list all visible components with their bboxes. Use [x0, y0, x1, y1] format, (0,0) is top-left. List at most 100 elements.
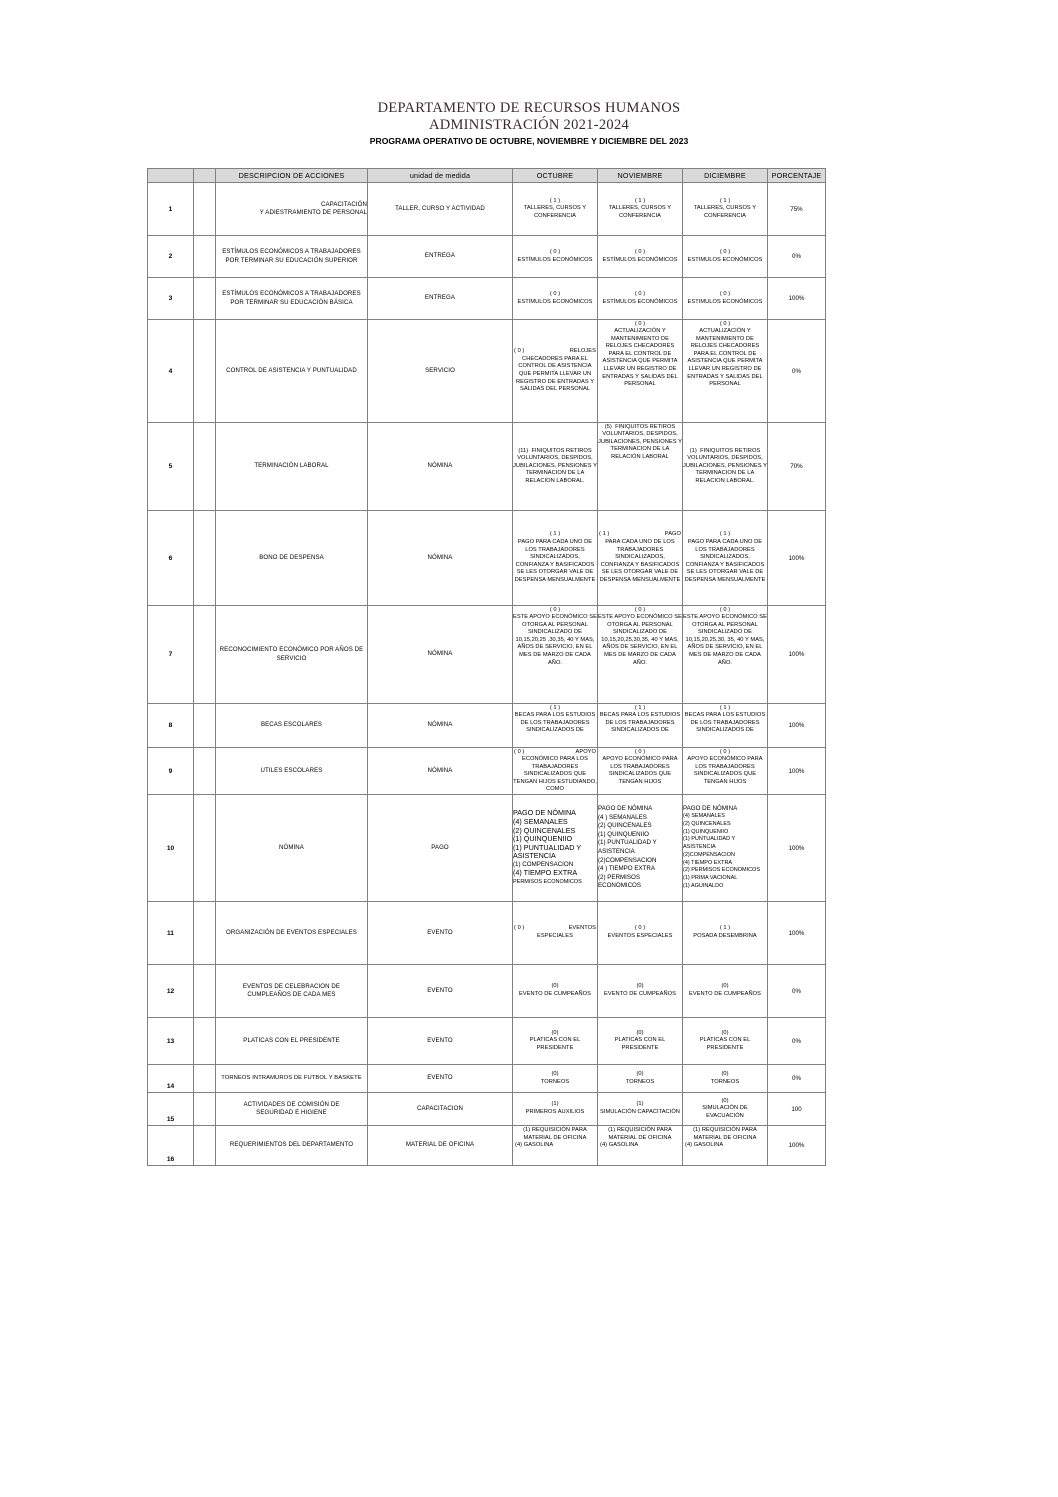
row-unidad: NÓMINA [367, 703, 513, 748]
row-gap [193, 422, 216, 511]
row-descripcion: ORGANIZACIÓN DE EVENTOS ESPECIALES [215, 901, 368, 965]
row-porcentaje: 100% [767, 747, 826, 795]
header-unidad-medida: unidad de medida [367, 168, 513, 183]
row-diciembre: ( 0 ) ACTUALIZACIÓN Y MANTENIMIENTO DE RE… [682, 319, 768, 423]
row-descripcion: CONTROL DE ASISTENCIA Y PUNTUALIDAD [215, 319, 368, 423]
table-body: 1 CAPACITACIÓN Y ADIESTRAMIENTO DE PERSON… [147, 182, 826, 1166]
row-unidad: EVENTO [367, 1064, 513, 1093]
row-descripcion: PLATICAS CON EL PRESIDENTE [215, 1017, 368, 1065]
row-noviembre: ( 0 ) EVENTOS ESPECIALES [597, 901, 683, 965]
row-descripcion: RECONOCIMIENTO ECONÓMICO POR AÑOS DE SER… [215, 605, 368, 704]
row-gap [193, 1125, 216, 1166]
row-diciembre: ( 1 ) PAGO PARA CADA UNO DE LOS TRABAJADO… [682, 510, 768, 606]
table-row: 3 ESTÍMULOS ECONÓMICOS A TRABAJADORES PO… [147, 277, 826, 320]
row-number: 2 [147, 235, 194, 278]
row-diciembre: ( 1 ) TALLERES, CURSOS Y CONFERENCIA [682, 182, 768, 236]
table-row: 12 EVENTOS DE CELEBRACION DE CUMPLEAÑOS D… [147, 964, 826, 1018]
row-diciembre: ( 1 ) BECAS PARA LOS ESTUDIOS DE LOS TRAB… [682, 703, 768, 748]
row-porcentaje: 100% [767, 605, 826, 704]
row-gap [193, 964, 216, 1018]
row-noviembre: ( 0 ) ESTE APOYO ECONÓMICO SE OTORGA AL P… [597, 605, 683, 704]
row-unidad: NÓMINA [367, 510, 513, 606]
row-gap [193, 182, 216, 236]
row-diciembre: ( 0 ) ESTE APOYO ECONÓMICO SE OTORGA AL P… [682, 605, 768, 704]
row-descripcion: BONO DE DESPENSA [215, 510, 368, 606]
row-number: 9 [147, 747, 194, 795]
row-porcentaje: 0% [767, 1017, 826, 1065]
row-unidad: NÓMINA [367, 605, 513, 704]
row-porcentaje: 0% [767, 964, 826, 1018]
row-noviembre: (1) SIMULACIÓN CAPACITACIÓN [597, 1092, 683, 1126]
row-unidad: EVENTO [367, 964, 513, 1018]
row-octubre: (0) TORNEOS [512, 1064, 598, 1093]
row-octubre: ( 0 ) RELOJES CHECADORES PARA EL CONTROL… [512, 319, 598, 423]
row-unidad: NÓMINA [367, 422, 513, 511]
header-porcentaje: PORCENTAJE [767, 168, 826, 183]
row-number: 16 [147, 1125, 194, 1166]
table-row: 11 ORGANIZACIÓN DE EVENTOS ESPECIALES EV… [147, 901, 826, 965]
header-noviembre: NOVIEMBRE [597, 168, 683, 183]
row-octubre: ( 1 ) BECAS PARA LOS ESTUDIOS DE LOS TRAB… [512, 703, 598, 748]
row-diciembre: (0) SIMULACIÓN DE EVACUACIÓN [682, 1092, 768, 1126]
row-diciembre: (0) EVENTO DE CUMPEAÑOS [682, 964, 768, 1018]
row-gap [193, 605, 216, 704]
program-subtitle: PROGRAMA OPERATIVO DE OCTUBRE, NOVIEMBRE… [369, 136, 689, 146]
row-noviembre: ( 0 ) APOYO ECONÓMICO PARA LOS TRABAJADOR… [597, 747, 683, 795]
row-unidad: ENTREGA [367, 277, 513, 320]
table-header-row: DESCRIPCION DE ACCIONES unidad de medida… [147, 168, 826, 183]
row-descripcion: UTILES ESCOLARES [215, 747, 368, 795]
table-row: 4 CONTROL DE ASISTENCIA Y PUNTUALIDAD SE… [147, 319, 826, 423]
row-noviembre: ( 0 ) ESTÍMULOS ECONÓMICOS [597, 235, 683, 278]
row-noviembre: PAGO DE NÓMINA (4 ) SEMANALES (2) QUINCE… [597, 794, 683, 902]
row-octubre: ( 0 ) ESTÍMULOS ECONÓMICOS [512, 235, 598, 278]
row-unidad: EVENTO [367, 1017, 513, 1065]
header-gap [193, 168, 216, 183]
row-descripcion: EVENTOS DE CELEBRACION DE CUMPLEAÑOS DE C… [215, 964, 368, 1018]
row-number: 3 [147, 277, 194, 320]
table-row: 14 TORNEOS INTRAMUROS DE FUTBOL Y BASKET… [147, 1064, 826, 1093]
table-row: 1 CAPACITACIÓN Y ADIESTRAMIENTO DE PERSON… [147, 182, 826, 236]
row-diciembre: (0) PLATICAS CON EL PRESIDENTE [682, 1017, 768, 1065]
row-diciembre: PAGO DE NÓMINA (4) SEMANALES (2) QUINCEN… [682, 794, 768, 902]
table-row: 9 UTILES ESCOLARES NÓMINA ( 0 ) APOYO EC… [147, 747, 826, 795]
table-row: 8 BECAS ESCOLARES NÓMINA ( 1 ) BECAS PARA… [147, 703, 826, 748]
row-porcentaje: 100% [767, 901, 826, 965]
row-gap [193, 901, 216, 965]
row-porcentaje: 100% [767, 703, 826, 748]
row-diciembre: ( 0 ) ESTIMULOS ECONÓMICOS [682, 277, 768, 320]
row-descripcion: TORNEOS INTRAMUROS DE FUTBOL Y BASKETE [215, 1064, 368, 1093]
row-noviembre: (0) PLATICAS CON EL PRESIDENTE [597, 1017, 683, 1065]
administration-period: ADMINISTRACIÓN 2021-2024 [428, 117, 630, 133]
row-diciembre: (1) FINIQUITOS RETIROS VOLUNTARIOS, DESP… [682, 422, 768, 511]
row-porcentaje: 100 [767, 1092, 826, 1126]
row-diciembre: ( 0 ) ESTIMULOS ECONÓMICOS [682, 235, 768, 278]
row-unidad: CAPACITACION [367, 1092, 513, 1126]
row-octubre: (11) FINIQUITOS RETIROS VOLUNTARIOS, DES… [512, 422, 598, 511]
row-number: 4 [147, 319, 194, 423]
row-porcentaje: 0% [767, 235, 826, 278]
org-title: DEPARTAMENTO DE RECURSOS HUMANOS [377, 100, 681, 116]
row-porcentaje: 100% [767, 1125, 826, 1166]
row-noviembre: ( 1 ) TALLERES, CURSOS Y CONFERENCIA [597, 182, 683, 236]
table-row: 10 NÓMINA PAGO PAGO DE NÓMINA (4) SEMANA… [147, 794, 826, 902]
row-number: 15 [147, 1092, 194, 1126]
row-octubre: (1) PRIMEROS AUXILIOS [512, 1092, 598, 1126]
row-descripcion: ESTÍMULOS ECONÓMICOS A TRABAJADORES POR … [215, 235, 368, 278]
row-gap [193, 1092, 216, 1126]
row-gap [193, 277, 216, 320]
row-number: 13 [147, 1017, 194, 1065]
row-diciembre: ( 0 ) APOYO ECONÓMICO PARA LOS TRABAJADOR… [682, 747, 768, 795]
row-number: 5 [147, 422, 194, 511]
table-row: 16 REQUERIMIENTOS DEL DEPARTAMENTO MATER… [147, 1125, 826, 1166]
row-descripcion: TERMINACIÓN LABORAL [215, 422, 368, 511]
row-number: 7 [147, 605, 194, 704]
row-porcentaje: 0% [767, 1064, 826, 1093]
header-diciembre: DICIEMBRE [682, 168, 768, 183]
row-number: 10 [147, 794, 194, 902]
row-gap [193, 794, 216, 902]
row-gap [193, 747, 216, 795]
row-unidad: ENTREGA [367, 235, 513, 278]
row-unidad: SERVICIO [367, 319, 513, 423]
row-unidad: PAGO [367, 794, 513, 902]
row-octubre: (0) EVENTO DE CUMPEAÑOS [512, 964, 598, 1018]
